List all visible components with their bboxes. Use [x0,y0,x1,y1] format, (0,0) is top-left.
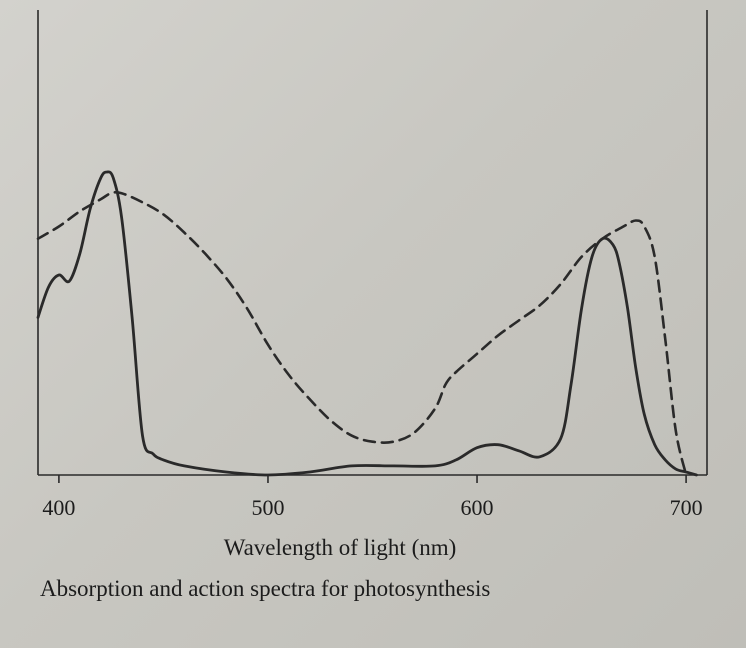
series-line-solid [36,170,698,477]
figure-caption: Absorption and action spectra for photos… [40,576,491,601]
plot-frame [37,10,708,476]
series-layer [36,170,698,477]
series-line-dashed [36,190,688,477]
x-tick-label: 500 [251,495,284,520]
x-tick-label: 400 [42,495,75,520]
x-tick-layer: 400 500 600 700 [42,475,703,520]
x-tick-label: 600 [461,495,494,520]
x-axis-label: Wavelength of light (nm) [223,535,457,560]
x-tick-label: 700 [670,495,703,520]
